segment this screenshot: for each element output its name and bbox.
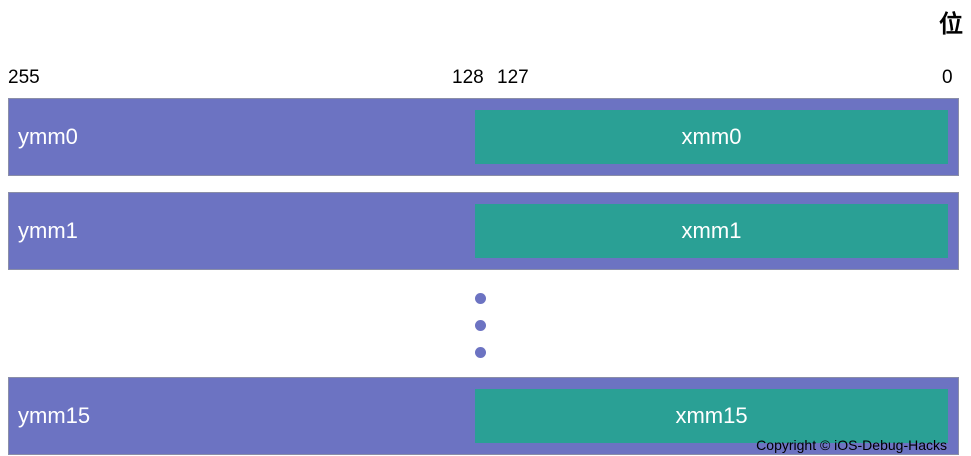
ellipsis-dot [475,347,486,358]
ymm-register-row: ymm1 xmm1 [8,192,959,270]
xmm-register-block: xmm15 [475,389,948,443]
copyright-notice: Copyright © iOS-Debug-Hacks [756,437,947,453]
ymm-register-label: ymm15 [18,403,91,428]
ellipsis-dot [475,293,486,304]
xmm-register-label: xmm1 [681,218,742,243]
ymm-register-label: ymm0 [18,124,78,149]
bit-label-255: 255 [8,67,40,88]
xmm-register-label: xmm0 [681,124,742,149]
ymm-register-label: ymm1 [18,218,78,243]
bit-label-0: 0 [942,67,953,88]
bit-label-127: 127 [497,67,529,88]
ellipsis-dot [475,320,486,331]
bit-title: 位 [939,10,963,38]
xmm-register-label: xmm15 [675,403,748,428]
ymm-register-row: ymm0 xmm0 [8,98,959,176]
bit-label-128: 128 [452,67,484,88]
xmm-register-block: xmm1 [475,204,948,258]
xmm-register-block: xmm0 [475,110,948,164]
ymm-register-row: ymm15 xmm15 [8,377,959,455]
